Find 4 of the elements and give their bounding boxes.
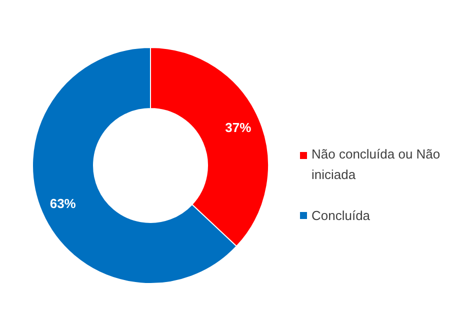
- data-label: 37%: [225, 120, 252, 136]
- data-label: 63%: [50, 196, 76, 211]
- legend-label: Concluída: [312, 208, 371, 223]
- legend-label: Não concluída ou Não iniciada: [312, 146, 440, 182]
